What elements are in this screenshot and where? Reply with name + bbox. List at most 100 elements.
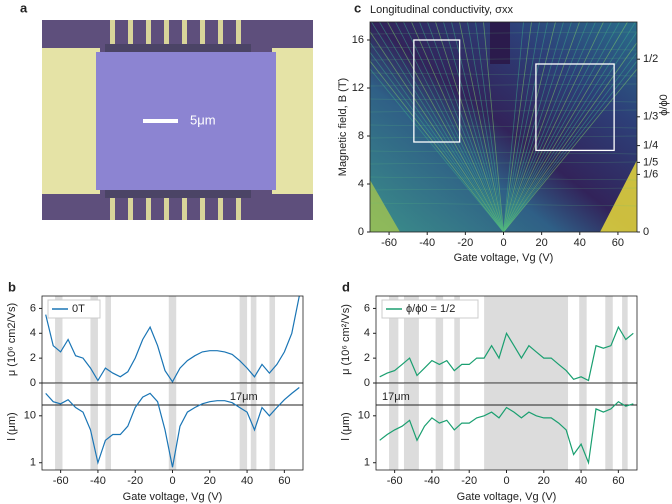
fan-line bbox=[370, 31, 504, 232]
x-tick-label: 40 bbox=[241, 475, 253, 487]
x-tick-label: 60 bbox=[278, 475, 290, 487]
micrograph: 5μm bbox=[42, 20, 313, 220]
heatmap-texture bbox=[370, 22, 637, 232]
gray-band bbox=[622, 383, 628, 470]
fan-line bbox=[503, 41, 637, 232]
y-axis-label: l (μm) bbox=[340, 412, 352, 440]
y2-tick-label: 1/6 bbox=[643, 168, 658, 180]
y2-tick-label: 1/5 bbox=[643, 156, 658, 168]
gray-band bbox=[105, 383, 111, 470]
fan-line bbox=[403, 22, 504, 232]
gray-band bbox=[605, 383, 613, 470]
y-tick-label: 4 bbox=[364, 327, 370, 339]
fan-line bbox=[503, 22, 572, 232]
x-tick-label: 0 bbox=[503, 475, 509, 487]
y-tick-label: 10 bbox=[358, 410, 370, 422]
x-tick-label: -40 bbox=[424, 475, 440, 487]
gray-band bbox=[55, 296, 63, 383]
fan-line bbox=[503, 22, 540, 232]
data-line bbox=[45, 295, 300, 383]
fan-line bbox=[467, 22, 504, 232]
fan-line bbox=[503, 31, 637, 232]
y-tick-label: 6 bbox=[364, 302, 370, 314]
data-line bbox=[45, 387, 300, 468]
fill-line bbox=[370, 176, 637, 181]
gray-band bbox=[579, 383, 587, 470]
gray-band bbox=[239, 296, 248, 383]
x-tick-label: 20 bbox=[536, 237, 548, 249]
x-tick-label: -60 bbox=[53, 475, 69, 487]
gray-band bbox=[269, 383, 276, 470]
fan-line bbox=[503, 22, 612, 232]
y-axis-label: μ (10⁶ cm²/Vs) bbox=[340, 304, 352, 375]
fan-line bbox=[483, 22, 504, 232]
fan-line bbox=[459, 22, 504, 232]
fan-line bbox=[503, 22, 532, 232]
y-axis-label: l (μm) bbox=[6, 412, 18, 440]
panel-label: b bbox=[8, 279, 16, 294]
gray-band bbox=[168, 383, 177, 470]
legend-label: ϕ/ϕ0 = 1/2 bbox=[406, 303, 455, 315]
fan-line bbox=[503, 22, 556, 232]
scale-bar-label: 5μm bbox=[190, 112, 216, 127]
fan-line bbox=[503, 22, 628, 232]
x-tick-label: -20 bbox=[457, 237, 473, 249]
fill-line bbox=[370, 202, 637, 207]
y2-axis-label: ϕ/ϕ0 bbox=[658, 94, 670, 116]
y2-tick-label: 0 bbox=[643, 226, 649, 238]
panel-label: d bbox=[342, 279, 350, 294]
fill-line bbox=[370, 31, 637, 35]
gray-band bbox=[389, 296, 399, 383]
panel-label: c bbox=[354, 0, 361, 15]
x-tick-label: 60 bbox=[612, 475, 624, 487]
fan-line bbox=[503, 22, 524, 232]
fan-line bbox=[503, 22, 580, 232]
y-tick-label: 0 bbox=[364, 377, 370, 389]
fill-line bbox=[370, 150, 637, 155]
x-tick-label: 0 bbox=[500, 237, 506, 249]
y-tick-label: 6 bbox=[30, 302, 36, 314]
fan-line bbox=[427, 22, 504, 232]
y2-tick-label: 1/4 bbox=[643, 140, 658, 152]
fan-line bbox=[503, 22, 604, 232]
y-axis-label: μ (10⁶ cm2/Vs) bbox=[6, 303, 18, 376]
y-tick-label: 1 bbox=[364, 457, 370, 469]
gray-band bbox=[90, 296, 98, 383]
y-tick-label: 10 bbox=[24, 410, 36, 422]
gray-band bbox=[484, 296, 569, 383]
legend-label: 0T bbox=[72, 303, 85, 315]
gray-band bbox=[250, 296, 257, 383]
gray-band bbox=[435, 296, 444, 383]
x-tick-label: -40 bbox=[419, 237, 435, 249]
x-tick-label: 40 bbox=[574, 237, 586, 249]
y2-tick-label: 1/2 bbox=[643, 53, 658, 65]
y-tick-label: 2 bbox=[30, 352, 36, 364]
fill-line bbox=[370, 161, 637, 165]
data-line bbox=[379, 325, 634, 382]
chart-title: Longitudinal conductivity, σxx bbox=[370, 4, 513, 16]
gray-band bbox=[435, 383, 444, 470]
y-tick-label: 4 bbox=[358, 178, 364, 190]
x-axis-label: Gate voltage, Vg (V) bbox=[457, 491, 557, 503]
fan-line bbox=[503, 22, 636, 232]
x-tick-label: -60 bbox=[387, 475, 403, 487]
x-tick-label: 20 bbox=[538, 475, 550, 487]
gray-band bbox=[389, 383, 399, 470]
x-tick-label: -20 bbox=[461, 475, 477, 487]
data-line bbox=[379, 400, 634, 466]
reference-label: 17μm bbox=[230, 391, 258, 403]
fan-line bbox=[435, 22, 504, 232]
y-axis-label: Magnetic field, B (T) bbox=[337, 78, 349, 176]
gray-band bbox=[454, 383, 460, 470]
panel-label: a bbox=[20, 0, 28, 15]
y-tick-label: 0 bbox=[358, 226, 364, 238]
fan-line bbox=[503, 22, 564, 232]
legend-box bbox=[47, 299, 101, 319]
gray-band bbox=[168, 296, 177, 383]
x-tick-label: 0 bbox=[169, 475, 175, 487]
y2-tick-label: 1/3 bbox=[643, 111, 658, 123]
x-axis-label: Gate voltage, Vg (V) bbox=[454, 252, 554, 264]
gray-band bbox=[269, 296, 276, 383]
